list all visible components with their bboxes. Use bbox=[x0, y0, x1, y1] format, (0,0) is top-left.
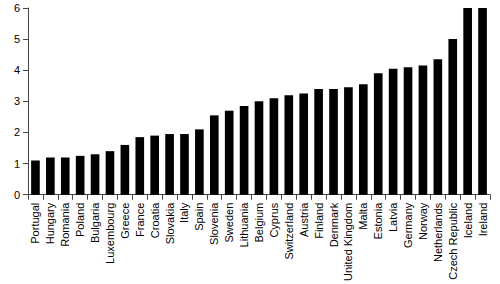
svg-text:Czech Republic: Czech Republic bbox=[447, 202, 459, 280]
svg-text:Bulgaria: Bulgaria bbox=[89, 202, 101, 243]
svg-text:Malta: Malta bbox=[357, 202, 369, 230]
svg-text:Cyprus: Cyprus bbox=[268, 202, 280, 237]
svg-text:Denmark: Denmark bbox=[328, 202, 340, 247]
svg-text:Austria: Austria bbox=[298, 202, 310, 237]
svg-text:Portugal: Portugal bbox=[29, 203, 41, 244]
svg-text:Iceland: Iceland bbox=[462, 203, 474, 238]
svg-text:France: France bbox=[134, 203, 146, 237]
svg-text:Ireland: Ireland bbox=[477, 203, 489, 237]
svg-text:Spain: Spain bbox=[193, 203, 205, 231]
svg-text:Hungary: Hungary bbox=[44, 202, 56, 244]
svg-text:United Kingdom: United Kingdom bbox=[342, 203, 354, 281]
svg-text:Slovenia: Slovenia bbox=[208, 202, 220, 245]
svg-text:1: 1 bbox=[14, 158, 20, 170]
svg-text:Lithuania: Lithuania bbox=[238, 202, 250, 248]
svg-text:Germany: Germany bbox=[402, 202, 414, 248]
svg-text:Poland: Poland bbox=[74, 203, 86, 237]
svg-text:Slovakia: Slovakia bbox=[164, 202, 176, 244]
svg-text:Luxembourg: Luxembourg bbox=[104, 203, 116, 264]
svg-text:Sweden: Sweden bbox=[223, 203, 235, 243]
svg-text:Netherlands: Netherlands bbox=[432, 202, 444, 262]
svg-text:Norway: Norway bbox=[417, 202, 429, 240]
svg-text:3: 3 bbox=[14, 95, 20, 107]
svg-text:Finland: Finland bbox=[313, 203, 325, 239]
svg-text:0: 0 bbox=[14, 189, 20, 201]
svg-text:6: 6 bbox=[14, 2, 20, 14]
svg-text:Greece: Greece bbox=[119, 203, 131, 239]
svg-text:4: 4 bbox=[14, 64, 20, 76]
svg-text:Romania: Romania bbox=[59, 202, 71, 247]
svg-text:Latvia: Latvia bbox=[387, 202, 399, 232]
svg-text:Belgium: Belgium bbox=[253, 203, 265, 243]
svg-text:Switzerland: Switzerland bbox=[283, 203, 295, 260]
svg-text:Croatia: Croatia bbox=[149, 202, 161, 238]
svg-text:2: 2 bbox=[14, 126, 20, 138]
svg-text:Estonia: Estonia bbox=[372, 202, 384, 240]
svg-text:Italy: Italy bbox=[178, 202, 190, 223]
svg-text:5: 5 bbox=[14, 33, 20, 45]
